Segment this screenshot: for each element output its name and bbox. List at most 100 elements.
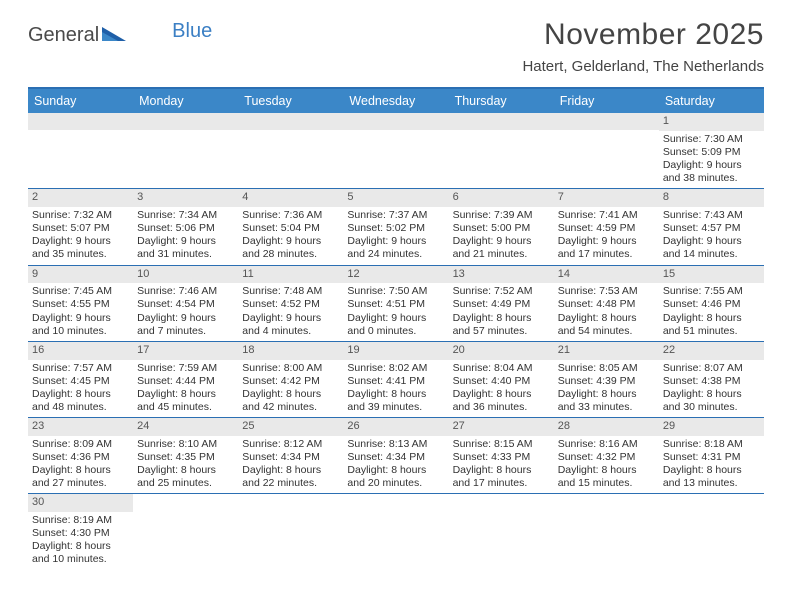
daylight-text-1: Daylight: 9 hours bbox=[453, 235, 550, 248]
day-number: 4 bbox=[238, 189, 343, 207]
day-cell: 10Sunrise: 7:46 AMSunset: 4:54 PMDayligh… bbox=[133, 266, 238, 341]
sunset-text: Sunset: 4:48 PM bbox=[558, 298, 655, 311]
sunset-text: Sunset: 4:55 PM bbox=[32, 298, 129, 311]
day-cell bbox=[554, 113, 659, 188]
daylight-text-2: and 22 minutes. bbox=[242, 477, 339, 490]
sunrise-text: Sunrise: 8:09 AM bbox=[32, 438, 129, 451]
day-cell: 21Sunrise: 8:05 AMSunset: 4:39 PMDayligh… bbox=[554, 342, 659, 417]
day-number bbox=[238, 494, 343, 511]
day-number bbox=[554, 494, 659, 511]
sunrise-text: Sunrise: 8:04 AM bbox=[453, 362, 550, 375]
day-number bbox=[449, 113, 554, 130]
daylight-text-2: and 13 minutes. bbox=[663, 477, 760, 490]
sunrise-text: Sunrise: 7:34 AM bbox=[137, 209, 234, 222]
day-number: 20 bbox=[449, 342, 554, 360]
daylight-text-1: Daylight: 8 hours bbox=[242, 464, 339, 477]
day-cell: 18Sunrise: 8:00 AMSunset: 4:42 PMDayligh… bbox=[238, 342, 343, 417]
day-number: 18 bbox=[238, 342, 343, 360]
sunrise-text: Sunrise: 8:07 AM bbox=[663, 362, 760, 375]
day-number: 15 bbox=[659, 266, 764, 284]
day-cell bbox=[343, 494, 448, 569]
day-number bbox=[133, 494, 238, 511]
sunrise-text: Sunrise: 8:13 AM bbox=[347, 438, 444, 451]
daylight-text-2: and 31 minutes. bbox=[137, 248, 234, 261]
day-number: 25 bbox=[238, 418, 343, 436]
sunset-text: Sunset: 4:44 PM bbox=[137, 375, 234, 388]
day-cell: 27Sunrise: 8:15 AMSunset: 4:33 PMDayligh… bbox=[449, 418, 554, 493]
daylight-text-1: Daylight: 8 hours bbox=[347, 464, 444, 477]
sunrise-text: Sunrise: 7:32 AM bbox=[32, 209, 129, 222]
day-number: 12 bbox=[343, 266, 448, 284]
daylight-text-2: and 51 minutes. bbox=[663, 325, 760, 338]
week-row: 30Sunrise: 8:19 AMSunset: 4:30 PMDayligh… bbox=[28, 494, 764, 569]
sunset-text: Sunset: 4:36 PM bbox=[32, 451, 129, 464]
daylight-text-1: Daylight: 8 hours bbox=[453, 312, 550, 325]
sunset-text: Sunset: 4:40 PM bbox=[453, 375, 550, 388]
day-number: 11 bbox=[238, 266, 343, 284]
logo-text-1: General bbox=[28, 24, 99, 47]
daylight-text-2: and 24 minutes. bbox=[347, 248, 444, 261]
sunrise-text: Sunrise: 7:53 AM bbox=[558, 285, 655, 298]
daylight-text-2: and 36 minutes. bbox=[453, 401, 550, 414]
day-cell: 26Sunrise: 8:13 AMSunset: 4:34 PMDayligh… bbox=[343, 418, 448, 493]
logo-flag-icon bbox=[102, 24, 128, 47]
daylight-text-1: Daylight: 9 hours bbox=[137, 235, 234, 248]
day-number: 13 bbox=[449, 266, 554, 284]
day-number: 1 bbox=[659, 113, 764, 131]
day-cell: 28Sunrise: 8:16 AMSunset: 4:32 PMDayligh… bbox=[554, 418, 659, 493]
header: General Blue November 2025 Hatert, Gelde… bbox=[28, 18, 764, 75]
day-cell: 23Sunrise: 8:09 AMSunset: 4:36 PMDayligh… bbox=[28, 418, 133, 493]
week-row: 9Sunrise: 7:45 AMSunset: 4:55 PMDaylight… bbox=[28, 266, 764, 342]
day-cell bbox=[449, 113, 554, 188]
sunrise-text: Sunrise: 8:10 AM bbox=[137, 438, 234, 451]
sunrise-text: Sunrise: 7:37 AM bbox=[347, 209, 444, 222]
day-cell: 7Sunrise: 7:41 AMSunset: 4:59 PMDaylight… bbox=[554, 189, 659, 264]
sunset-text: Sunset: 4:34 PM bbox=[347, 451, 444, 464]
sunset-text: Sunset: 5:07 PM bbox=[32, 222, 129, 235]
daylight-text-2: and 33 minutes. bbox=[558, 401, 655, 414]
day-cell: 6Sunrise: 7:39 AMSunset: 5:00 PMDaylight… bbox=[449, 189, 554, 264]
daylight-text-2: and 20 minutes. bbox=[347, 477, 444, 490]
day-cell: 30Sunrise: 8:19 AMSunset: 4:30 PMDayligh… bbox=[28, 494, 133, 569]
day-cell: 22Sunrise: 8:07 AMSunset: 4:38 PMDayligh… bbox=[659, 342, 764, 417]
day-number: 16 bbox=[28, 342, 133, 360]
daylight-text-1: Daylight: 8 hours bbox=[663, 312, 760, 325]
daylight-text-1: Daylight: 8 hours bbox=[242, 388, 339, 401]
daylight-text-2: and 28 minutes. bbox=[242, 248, 339, 261]
logo: General Blue bbox=[28, 18, 212, 47]
sunrise-text: Sunrise: 7:41 AM bbox=[558, 209, 655, 222]
day-number bbox=[238, 113, 343, 130]
daylight-text-1: Daylight: 9 hours bbox=[347, 312, 444, 325]
day-cell: 20Sunrise: 8:04 AMSunset: 4:40 PMDayligh… bbox=[449, 342, 554, 417]
daylight-text-2: and 17 minutes. bbox=[453, 477, 550, 490]
day-cell: 1Sunrise: 7:30 AMSunset: 5:09 PMDaylight… bbox=[659, 113, 764, 188]
dayname-wed: Wednesday bbox=[343, 89, 448, 113]
daylight-text-2: and 48 minutes. bbox=[32, 401, 129, 414]
sunrise-text: Sunrise: 7:43 AM bbox=[663, 209, 760, 222]
day-number: 17 bbox=[133, 342, 238, 360]
daylight-text-1: Daylight: 8 hours bbox=[32, 540, 129, 553]
daylight-text-1: Daylight: 9 hours bbox=[242, 312, 339, 325]
sunset-text: Sunset: 4:42 PM bbox=[242, 375, 339, 388]
week-row: 16Sunrise: 7:57 AMSunset: 4:45 PMDayligh… bbox=[28, 342, 764, 418]
day-cell: 8Sunrise: 7:43 AMSunset: 4:57 PMDaylight… bbox=[659, 189, 764, 264]
daylight-text-1: Daylight: 9 hours bbox=[242, 235, 339, 248]
daylight-text-1: Daylight: 9 hours bbox=[32, 312, 129, 325]
daylight-text-2: and 14 minutes. bbox=[663, 248, 760, 261]
sunset-text: Sunset: 4:45 PM bbox=[32, 375, 129, 388]
day-number bbox=[343, 113, 448, 130]
daylight-text-1: Daylight: 8 hours bbox=[663, 464, 760, 477]
sunset-text: Sunset: 4:38 PM bbox=[663, 375, 760, 388]
sunset-text: Sunset: 4:39 PM bbox=[558, 375, 655, 388]
sunset-text: Sunset: 4:51 PM bbox=[347, 298, 444, 311]
day-cell: 12Sunrise: 7:50 AMSunset: 4:51 PMDayligh… bbox=[343, 266, 448, 341]
sunset-text: Sunset: 5:09 PM bbox=[663, 146, 760, 159]
daylight-text-1: Daylight: 8 hours bbox=[137, 388, 234, 401]
day-number bbox=[659, 494, 764, 511]
sunrise-text: Sunrise: 8:16 AM bbox=[558, 438, 655, 451]
day-cell: 9Sunrise: 7:45 AMSunset: 4:55 PMDaylight… bbox=[28, 266, 133, 341]
sunset-text: Sunset: 4:49 PM bbox=[453, 298, 550, 311]
day-number: 3 bbox=[133, 189, 238, 207]
daylight-text-1: Daylight: 8 hours bbox=[558, 312, 655, 325]
day-cell bbox=[449, 494, 554, 569]
